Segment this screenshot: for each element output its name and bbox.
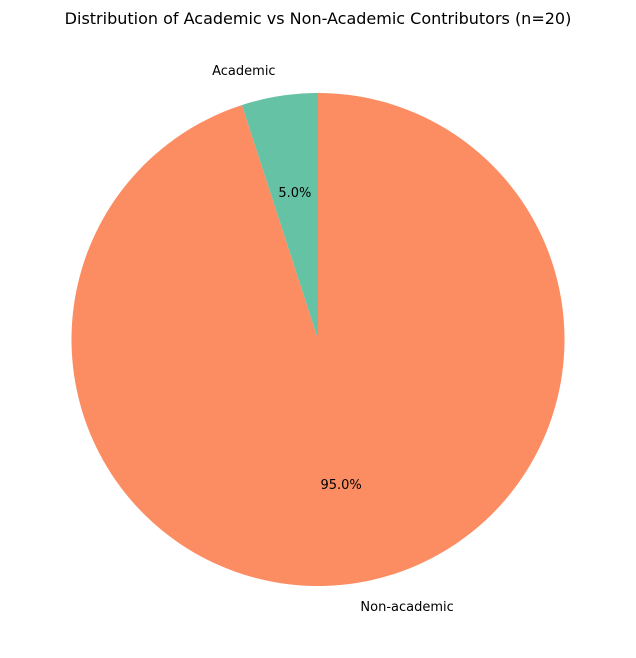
- pie-percent-label: 95.0%: [320, 478, 361, 493]
- chart-title: Distribution of Academic vs Non-Academic…: [65, 9, 572, 28]
- pie-category-label: Academic: [212, 64, 275, 79]
- pie-slice-academic: [241, 93, 318, 340]
- pie-percent-label: 5.0%: [278, 186, 311, 201]
- pie-slices: [71, 93, 565, 586]
- pie-labels: 5.0% Academic 95.0% Non-academic: [212, 64, 454, 615]
- pie-slice-non-academic: [71, 93, 565, 586]
- pie-category-label: Non-academic: [360, 600, 453, 615]
